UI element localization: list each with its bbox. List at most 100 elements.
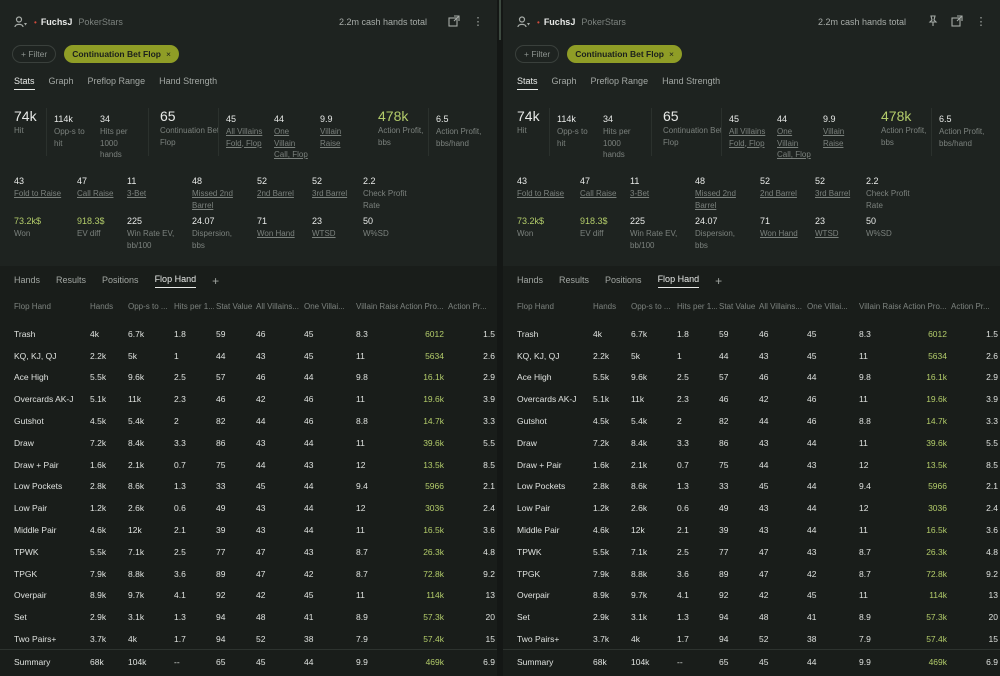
filter-chip[interactable]: Continuation Bet Flop × [64, 45, 179, 63]
tab-preflop-range[interactable]: Preflop Range [590, 76, 649, 86]
stat-villain-raise[interactable]: 9.9 Villain Raise [320, 114, 342, 148]
column-header[interactable]: Flop Hand [14, 301, 51, 311]
open-window-icon[interactable] [950, 15, 964, 29]
chip-close-icon[interactable]: × [668, 49, 674, 59]
table-row[interactable]: Overcards AK-J 5.1k 11k 2.3 46 42 46 11 19.6k 3.9 [0, 388, 497, 410]
table-row[interactable]: Ace High 5.5k 9.6k 2.5 57 46 44 9.8 16.1k 2.9 [0, 367, 497, 389]
more-menu-icon[interactable]: ⋮ [975, 16, 987, 28]
player-name[interactable]: FuchsJ [543, 17, 576, 27]
column-header[interactable]: Stat Value [216, 301, 253, 311]
table-row[interactable]: Draw + Pair 1.6k 2.1k 0.7 75 44 43 12 13.5k 8.5 [0, 454, 497, 476]
tab-results[interactable]: Results [56, 274, 87, 285]
table-row[interactable]: Draw + Pair 1.6k 2.1k 0.7 75 44 43 12 13.5k 8.5 [503, 454, 1000, 476]
tab-graph[interactable]: Graph [551, 76, 577, 86]
stat-2nd-barrel[interactable]: 52 2nd Barrel [257, 176, 294, 198]
column-header[interactable]: Hands [593, 301, 617, 311]
add-tab-icon[interactable]: + [715, 274, 723, 288]
table-row[interactable]: Overpair 8.9k 9.7k 4.1 92 42 45 11 114k 13 [503, 585, 1000, 607]
column-header[interactable]: One Villai... [304, 301, 345, 311]
table-row[interactable]: Trash 4k 6.7k 1.8 59 46 45 8.3 6012 1.5 [503, 323, 1000, 345]
panel-divider[interactable] [497, 0, 503, 676]
table-row[interactable]: Low Pair 1.2k 2.6k 0.6 49 43 44 12 3036 2.4 [503, 497, 1000, 519]
stat-wtsd[interactable]: 23 WTSD [312, 216, 336, 238]
column-header[interactable]: All Villains... [759, 301, 802, 311]
column-header[interactable]: Villain Raise [859, 301, 901, 311]
stat-all-villains-fold[interactable]: 45 All Villains Fold, Flop [226, 114, 263, 148]
user-filter-icon[interactable] [517, 15, 531, 29]
table-row[interactable]: TPWK 5.5k 7.1k 2.5 77 47 43 8.7 26.3k 4.8 [0, 541, 497, 563]
column-header[interactable]: Hits per 1... [677, 301, 717, 311]
tab-hand-strength[interactable]: Hand Strength [159, 76, 218, 86]
table-row[interactable]: Two Pairs+ 3.7k 4k 1.7 94 52 38 7.9 57.4k 15 [0, 628, 497, 650]
table-row[interactable]: KQ, KJ, QJ 2.2k 5k 1 44 43 45 11 5634 2.6 [0, 345, 497, 367]
column-header[interactable]: Hits per 1... [174, 301, 214, 311]
column-header[interactable]: Opp-s to ... [128, 301, 168, 311]
table-row[interactable]: Middle Pair 4.6k 12k 2.1 39 43 44 11 16.5k 3.6 [0, 519, 497, 541]
add-filter-button[interactable]: + Filter [515, 45, 560, 63]
column-header[interactable]: Action Pr... [951, 301, 990, 311]
open-window-icon[interactable] [447, 15, 461, 29]
column-header[interactable]: Action Pro... [903, 301, 947, 311]
tab-flop-hand[interactable]: Flop Hand [154, 274, 197, 288]
table-row[interactable]: TPWK 5.5k 7.1k 2.5 77 47 43 8.7 26.3k 4.8 [503, 541, 1000, 563]
table-row[interactable]: Gutshot 4.5k 5.4k 2 82 44 46 8.8 14.7k 3.3 [0, 410, 497, 432]
table-row[interactable]: Overpair 8.9k 9.7k 4.1 92 42 45 11 114k 13 [0, 585, 497, 607]
column-header[interactable]: Stat Value [719, 301, 756, 311]
stat-call-raise[interactable]: 47 Call Raise [580, 176, 617, 198]
stat-wtsd[interactable]: 23 WTSD [815, 216, 839, 238]
table-row[interactable]: Low Pair 1.2k 2.6k 0.6 49 43 44 12 3036 2.4 [0, 497, 497, 519]
stat-won-hand[interactable]: 71 Won Hand [760, 216, 798, 238]
table-row[interactable]: Low Pockets 2.8k 8.6k 1.3 33 45 44 9.4 5966 2.1 [503, 476, 1000, 498]
table-row[interactable]: Gutshot 4.5k 5.4k 2 82 44 46 8.8 14.7k 3.3 [503, 410, 1000, 432]
tab-stats[interactable]: Stats [14, 76, 35, 90]
chip-close-icon[interactable]: × [165, 49, 171, 59]
stat-3rd-barrel[interactable]: 52 3rd Barrel [815, 176, 851, 198]
add-tab-icon[interactable]: + [212, 274, 220, 288]
tab-positions[interactable]: Positions [605, 274, 642, 285]
tab-results[interactable]: Results [559, 274, 590, 285]
table-row[interactable]: Set 2.9k 3.1k 1.3 94 48 41 8.9 57.3k 20 [503, 606, 1000, 628]
stat-3bet[interactable]: 11 3-Bet [127, 176, 147, 198]
table-row[interactable]: Draw 7.2k 8.4k 3.3 86 43 44 11 39.6k 5.5 [0, 432, 497, 454]
stat-missed-2nd-barrel[interactable]: 48 Missed 2nd Barrel [192, 176, 233, 210]
summary-row[interactable]: Summary 68k 104k -- 65 45 44 9.9 469k 6.9 [0, 649, 497, 674]
column-header[interactable]: Villain Raise [356, 301, 398, 311]
stat-one-villain-call[interactable]: 44 One Villain Call, Flop [274, 114, 308, 159]
table-row[interactable]: Middle Pair 4.6k 12k 2.1 39 43 44 11 16.5k 3.6 [503, 519, 1000, 541]
stat-one-villain-call[interactable]: 44 One Villain Call, Flop [777, 114, 811, 159]
column-header[interactable]: Opp-s to ... [631, 301, 671, 311]
stat-won-hand[interactable]: 71 Won Hand [257, 216, 295, 238]
stat-3bet[interactable]: 11 3-Bet [630, 176, 650, 198]
tab-preflop-range[interactable]: Preflop Range [87, 76, 146, 86]
table-row[interactable]: TPGK 7.9k 8.8k 3.6 89 47 42 8.7 72.8k 9.2 [503, 563, 1000, 585]
tab-flop-hand[interactable]: Flop Hand [657, 274, 700, 288]
stat-fold-to-raise[interactable]: 43 Fold to Raise [517, 176, 565, 198]
stat-villain-raise[interactable]: 9.9 Villain Raise [823, 114, 845, 148]
stat-missed-2nd-barrel[interactable]: 48 Missed 2nd Barrel [695, 176, 736, 210]
column-header[interactable]: All Villains... [256, 301, 299, 311]
tab-hands[interactable]: Hands [14, 274, 41, 285]
pin-icon[interactable] [926, 15, 940, 29]
add-filter-button[interactable]: + Filter [12, 45, 57, 63]
column-header[interactable]: One Villai... [807, 301, 848, 311]
column-header[interactable]: Action Pr... [448, 301, 487, 311]
stat-fold-to-raise[interactable]: 43 Fold to Raise [14, 176, 62, 198]
table-row[interactable]: Overcards AK-J 5.1k 11k 2.3 46 42 46 11 19.6k 3.9 [503, 388, 1000, 410]
table-row[interactable]: Trash 4k 6.7k 1.8 59 46 45 8.3 6012 1.5 [0, 323, 497, 345]
stat-call-raise[interactable]: 47 Call Raise [77, 176, 114, 198]
table-row[interactable]: KQ, KJ, QJ 2.2k 5k 1 44 43 45 11 5634 2.6 [503, 345, 1000, 367]
column-header[interactable]: Flop Hand [517, 301, 554, 311]
table-row[interactable]: Ace High 5.5k 9.6k 2.5 57 46 44 9.8 16.1k 2.9 [503, 367, 1000, 389]
table-row[interactable]: Draw 7.2k 8.4k 3.3 86 43 44 11 39.6k 5.5 [503, 432, 1000, 454]
tab-hands[interactable]: Hands [517, 274, 544, 285]
tab-graph[interactable]: Graph [48, 76, 74, 86]
player-name[interactable]: FuchsJ [40, 17, 73, 27]
table-row[interactable]: Two Pairs+ 3.7k 4k 1.7 94 52 38 7.9 57.4k 15 [503, 628, 1000, 650]
tab-hand-strength[interactable]: Hand Strength [662, 76, 721, 86]
tab-positions[interactable]: Positions [102, 274, 139, 285]
stat-all-villains-fold[interactable]: 45 All Villains Fold, Flop [729, 114, 766, 148]
table-row[interactable]: TPGK 7.9k 8.8k 3.6 89 47 42 8.7 72.8k 9.2 [0, 563, 497, 585]
summary-row[interactable]: Summary 68k 104k -- 65 45 44 9.9 469k 6.9 [503, 649, 1000, 674]
user-filter-icon[interactable] [14, 15, 28, 29]
column-header[interactable]: Action Pro... [400, 301, 444, 311]
